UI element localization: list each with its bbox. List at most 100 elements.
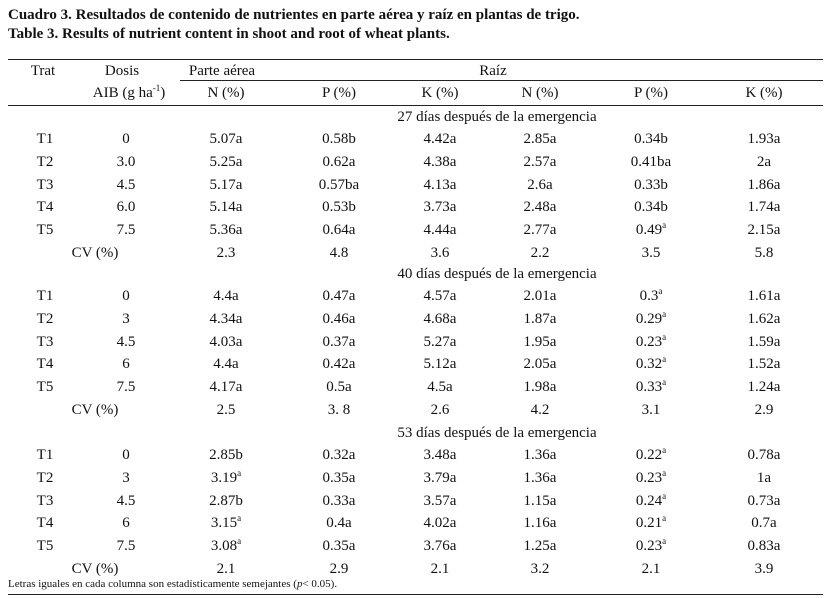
- row-trat: T3: [36, 333, 54, 350]
- table-cell: 0.21a: [635, 513, 667, 532]
- row-trat: T1: [36, 447, 54, 463]
- table-cell: 0.34b: [634, 199, 668, 216]
- table-cell: 3.57a: [423, 492, 457, 509]
- cv-value: 3.1: [641, 402, 661, 418]
- cv-value: 2.1: [641, 561, 661, 577]
- row-trat: T5: [36, 222, 54, 239]
- table-cell: 1.98a: [523, 379, 557, 396]
- column-header-raiz-5: P (%): [633, 85, 669, 101]
- table-cell: 2.01a: [523, 288, 557, 304]
- table-cell: 2a: [756, 153, 772, 170]
- table-cell: 1.93a: [747, 131, 781, 147]
- table-cell: 0.42a: [322, 356, 356, 373]
- row-dosis: 0: [122, 447, 130, 463]
- table-cell: 4.38a: [423, 153, 457, 170]
- row-dosis: 4.5: [116, 176, 136, 193]
- row-dosis: 3: [122, 469, 130, 486]
- table-cell: 0.58b: [322, 131, 356, 147]
- table-caption-english: Table 3. Results of nutrient content in …: [8, 26, 450, 42]
- table-cell: 0.41ba: [630, 153, 672, 170]
- table-cell: 0.33b: [634, 176, 668, 193]
- table-cell: 4.57a: [423, 288, 457, 304]
- table-cell: 1.61a: [747, 288, 781, 304]
- table-cell: 5.36a: [209, 222, 243, 239]
- table-cell: 0.49a: [635, 220, 667, 239]
- table-cell: 4.68a: [423, 310, 457, 327]
- row-trat: T2: [36, 310, 54, 327]
- row-trat: T5: [36, 379, 54, 396]
- table-cell: 1.52a: [747, 356, 781, 373]
- table-cell: 2.6a: [527, 176, 553, 193]
- cv-value: 2.1: [216, 561, 236, 577]
- table-bottom-rule: [8, 594, 823, 595]
- table-cell: 0.35a: [322, 538, 356, 555]
- table-cell: 0.35a: [322, 469, 356, 486]
- section-title: 40 días después de la emergencia: [397, 266, 597, 282]
- table-cell: 1.59a: [747, 333, 781, 350]
- cv-value: 3. 8: [327, 402, 351, 418]
- table-cell: 2.57a: [523, 153, 557, 170]
- table-cell: 0.78a: [747, 447, 781, 463]
- section-title: 27 días después de la emergencia: [397, 109, 597, 125]
- table-cell: 0.7a: [751, 515, 777, 532]
- table-cell: 0.23a: [635, 331, 667, 350]
- table-cell: 1.16a: [523, 515, 557, 532]
- row-trat: T3: [36, 176, 54, 193]
- row-trat: T5: [36, 538, 54, 555]
- table-cell: 1.62a: [747, 310, 781, 327]
- header-raiz: Raíz: [479, 63, 507, 79]
- table-cell: 1.36a: [523, 469, 557, 486]
- row-dosis: 7.5: [116, 379, 136, 396]
- header-bottom-rule: [8, 105, 823, 106]
- row-trat: T1: [36, 131, 54, 147]
- table-cell: 1.15a: [523, 492, 557, 509]
- table-cell: 1.74a: [747, 199, 781, 216]
- row-dosis: 3.0: [116, 153, 136, 170]
- table-cell: 4.02a: [423, 515, 457, 532]
- cv-value: 2.1: [430, 561, 450, 577]
- cv-label: CV (%): [71, 561, 119, 577]
- table-cell: 4.44a: [423, 222, 457, 239]
- cv-value: 4.2: [530, 402, 550, 418]
- row-trat: T1: [36, 288, 54, 304]
- header-trat: Trat: [30, 63, 56, 79]
- table-cell: 0.24a: [635, 490, 667, 509]
- column-header-aerea-3: K (%): [421, 85, 459, 101]
- cv-value: 3.6: [430, 245, 450, 261]
- cv-value: 3.2: [530, 561, 550, 577]
- row-dosis: 7.5: [116, 538, 136, 555]
- cv-value: 3.9: [754, 561, 774, 577]
- table-cell: 0.29a: [635, 308, 667, 327]
- cv-value: 2.6: [430, 402, 450, 418]
- table-cell: 0.32a: [322, 447, 356, 463]
- table-cell: 0.53b: [322, 199, 356, 216]
- row-dosis: 6: [122, 356, 130, 373]
- row-trat: T2: [36, 153, 54, 170]
- header-parte-aerea: Parte aérea: [188, 63, 256, 79]
- table-cell: 0.3a: [639, 286, 663, 305]
- table-cell: 2.85b: [209, 447, 243, 463]
- table-cell: 5.27a: [423, 333, 457, 350]
- table-cell: 1.25a: [523, 538, 557, 555]
- table-cell: 3.08a: [210, 536, 242, 555]
- cv-label: CV (%): [71, 245, 119, 261]
- table-cell: 0.46a: [322, 310, 356, 327]
- table-cell: 1.95a: [523, 333, 557, 350]
- cv-value: 2.5: [216, 402, 236, 418]
- header-group-rule: [180, 80, 823, 81]
- table-cell: 0.83a: [747, 538, 781, 555]
- table-cell: 1.86a: [747, 176, 781, 193]
- table-cell: 0.73a: [747, 492, 781, 509]
- table-cell: 2.15a: [747, 222, 781, 239]
- table-cell: 4.34a: [209, 310, 243, 327]
- table-cell: 2.87b: [209, 492, 243, 509]
- row-dosis: 7.5: [116, 222, 136, 239]
- table-cell: 5.14a: [209, 199, 243, 216]
- cv-label: CV (%): [71, 402, 119, 418]
- row-dosis: 6: [122, 515, 130, 532]
- table-top-rule: [8, 59, 823, 60]
- table-cell: 0.23a: [635, 467, 667, 486]
- table-cell: 0.34b: [634, 131, 668, 147]
- table-caption-spanish: Cuadro 3. Resultados de contenido de nut…: [8, 7, 580, 23]
- table-cell: 0.64a: [322, 222, 356, 239]
